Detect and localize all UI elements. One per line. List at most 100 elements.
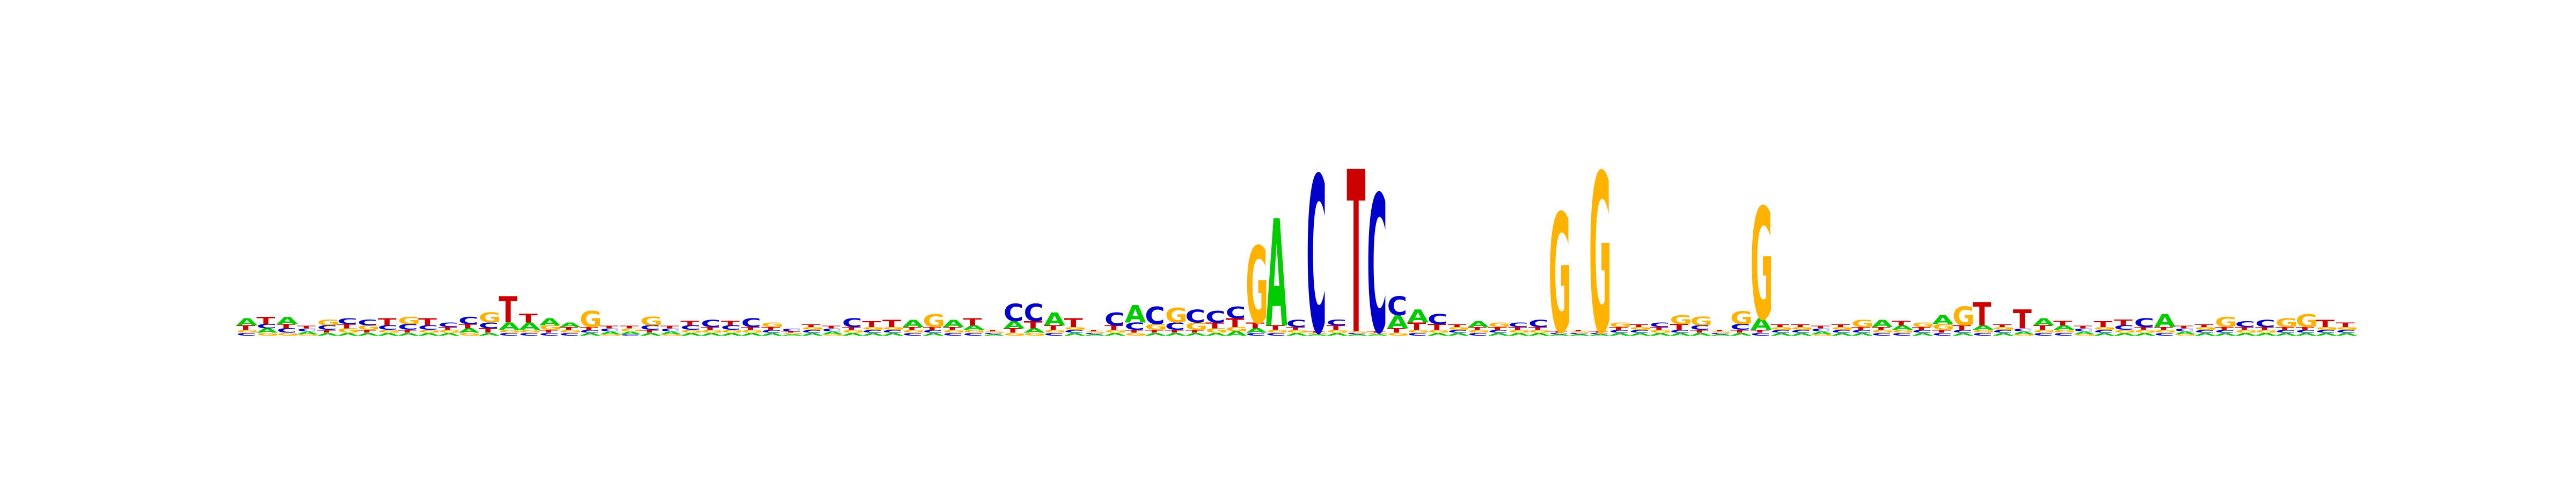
- logo-letter-g-pos-7: G: [357, 324, 380, 331]
- logo-letter-c-pos-71: C: [1650, 322, 1670, 329]
- logo-letter-a-pos-74: A: [1710, 334, 1732, 336]
- logo-letter-g-pos-89: G: [2013, 334, 2036, 336]
- logo-letter-c-pos-75: C: [1730, 322, 1751, 331]
- logo-letter-t-pos-55: T: [1327, 324, 1346, 331]
- logo-letter-a-pos-20: A: [620, 330, 642, 335]
- logo-letter-g-pos-58: G: [1387, 332, 1410, 337]
- logo-letter-t-pos-18: T: [580, 326, 598, 331]
- logo-letter-g-pos-34: G: [903, 329, 925, 334]
- logo-letter-c-pos-87: C: [1973, 332, 1993, 337]
- logo-letter-g-pos-50: G: [1226, 326, 1248, 333]
- logo-letter-t-pos-43: T: [1084, 329, 1103, 331]
- logo-letter-a-pos-44: A: [1104, 332, 1126, 337]
- logo-letter-c-pos-1: C: [236, 332, 257, 337]
- logo-letter-a-pos-91: A: [2053, 324, 2075, 331]
- logo-letter-g-pos-90: G: [2033, 329, 2055, 334]
- logo-letter-a-pos-94: A: [2114, 332, 2136, 337]
- logo-letter-t-pos-44: T: [1104, 324, 1124, 331]
- logo-letter-g-pos-97: G: [2175, 334, 2197, 336]
- logo-letter-t-pos-31: T: [842, 326, 861, 331]
- logo-letter-a-pos-103: A: [2296, 332, 2318, 337]
- logo-letter-t-pos-92: T: [2074, 325, 2092, 330]
- logo-letter-c-pos-67: C: [1569, 332, 1589, 335]
- logo-letter-c-pos-81: C: [1851, 329, 1872, 334]
- logo-letter-c-pos-80: C: [1831, 329, 1851, 334]
- logo-letter-a-pos-10: A: [418, 332, 440, 337]
- logo-letter-a-pos-17: A: [559, 322, 581, 329]
- logo-letter-a-pos-85: A: [1932, 313, 1953, 327]
- logo-letter-g-pos-100: G: [2235, 329, 2258, 334]
- logo-letter-g-pos-70: G: [1629, 326, 1652, 331]
- logo-letter-c-pos-60: C: [1428, 311, 1448, 328]
- logo-letter-t-pos-79: T: [1811, 325, 1830, 330]
- logo-letter-g-pos-69: G: [1609, 322, 1631, 329]
- logo-letter-t-pos-100: T: [2235, 326, 2254, 331]
- logo-letter-g-pos-94: G: [2114, 329, 2136, 334]
- logo-letter-t-pos-27: T: [761, 326, 780, 331]
- logo-letter-c-pos-88: C: [1993, 329, 2013, 334]
- logo-letter-c-pos-104: C: [2316, 329, 2336, 334]
- logo-letter-a-pos-16: A: [539, 316, 561, 328]
- logo-letter-g-pos-37: G: [963, 329, 986, 334]
- logo-letter-t-pos-104: T: [2316, 318, 2335, 330]
- logo-letter-c-pos-98: C: [2194, 329, 2215, 334]
- logo-letter-t-pos-11: T: [438, 326, 457, 331]
- logo-letter-a-pos-32: A: [862, 332, 884, 337]
- logo-letter-t-pos-15: T: [519, 311, 538, 325]
- logo-letter-c-pos-11: C: [438, 322, 459, 329]
- logo-letter-a-pos-73: A: [1690, 332, 1712, 337]
- logo-letter-g-pos-87: G: [1973, 329, 1995, 334]
- logo-letter-a-pos-3: A: [277, 315, 298, 327]
- logo-letter-t-pos-36: T: [943, 326, 962, 331]
- logo-letter-g-pos-75: G: [1730, 308, 1753, 329]
- logo-letter-c-pos-55: C: [1327, 318, 1347, 327]
- logo-letter-t-pos-102: T: [2275, 326, 2294, 331]
- logo-letter-c-pos-64: C: [1508, 322, 1528, 329]
- logo-letter-t-pos-46: T: [1145, 329, 1163, 334]
- logo-letter-g-pos-92: G: [2074, 334, 2096, 336]
- logo-letter-a-pos-45: A: [1125, 301, 1146, 329]
- logo-letter-g-pos-35: G: [923, 311, 945, 332]
- logo-letter-a-pos-71: A: [1650, 332, 1672, 337]
- logo-letter-t-pos-5: T: [317, 329, 336, 334]
- logo-letter-c-pos-43: C: [1084, 332, 1104, 335]
- logo-letter-c-pos-57: C: [1367, 157, 1387, 376]
- logo-letter-c-pos-94: C: [2114, 324, 2134, 331]
- logo-letter-t-pos-37: T: [963, 316, 983, 328]
- logo-letter-c-pos-85: C: [1932, 332, 1952, 337]
- logo-letter-t-pos-13: T: [479, 327, 498, 334]
- logo-letter-a-pos-92: A: [2074, 330, 2096, 335]
- logo-letter-a-pos-99: A: [2215, 332, 2237, 337]
- logo-letter-a-pos-93: A: [2094, 332, 2116, 337]
- logo-letter-c-pos-14: C: [499, 332, 519, 337]
- logo-letter-a-pos-82: A: [1872, 318, 1893, 330]
- logo-letter-t-pos-24: T: [701, 326, 720, 331]
- logo-stacks: CGTAGACTGCTAGACTATCGAGTCATGCAGCTATCGAGCT…: [236, 125, 2358, 384]
- logo-letter-c-pos-41: C: [1044, 332, 1064, 337]
- logo-letter-a-pos-34: A: [903, 318, 924, 330]
- logo-letter-t-pos-62: T: [1468, 326, 1487, 331]
- logo-letter-g-pos-57: G: [1367, 332, 1389, 335]
- logo-letter-a-pos-15: A: [519, 321, 540, 332]
- logo-letter-g-pos-19: G: [600, 334, 623, 336]
- logo-letter-g-pos-11: G: [438, 329, 461, 334]
- logo-letter-c-pos-39: C: [1004, 300, 1024, 327]
- logo-letter-t-pos-71: T: [1650, 326, 1668, 331]
- logo-letter-g-pos-39: G: [1004, 332, 1026, 337]
- logo-letter-g-pos-46: G: [1145, 322, 1167, 331]
- logo-letter-g-pos-56: G: [1346, 331, 1369, 333]
- logo-letter-a-pos-69: A: [1609, 332, 1631, 337]
- logo-letter-a-pos-95: A: [2134, 332, 2156, 337]
- logo-letter-t-pos-28: T: [781, 331, 800, 333]
- logo-letter-a-pos-25: A: [721, 332, 743, 337]
- logo-letter-c-pos-2: C: [257, 323, 277, 330]
- logo-letter-c-pos-23: C: [680, 324, 701, 331]
- logo-letter-a-pos-96: A: [2154, 311, 2176, 332]
- logo-letter-c-pos-68: C: [1589, 332, 1609, 335]
- logo-letter-t-pos-81: T: [1851, 326, 1870, 331]
- logo-letter-t-pos-49: T: [1205, 321, 1224, 330]
- logo-letter-t-pos-25: T: [721, 320, 740, 327]
- logo-letter-t-pos-96: T: [2154, 326, 2173, 331]
- logo-letter-t-pos-86: T: [1952, 324, 1972, 331]
